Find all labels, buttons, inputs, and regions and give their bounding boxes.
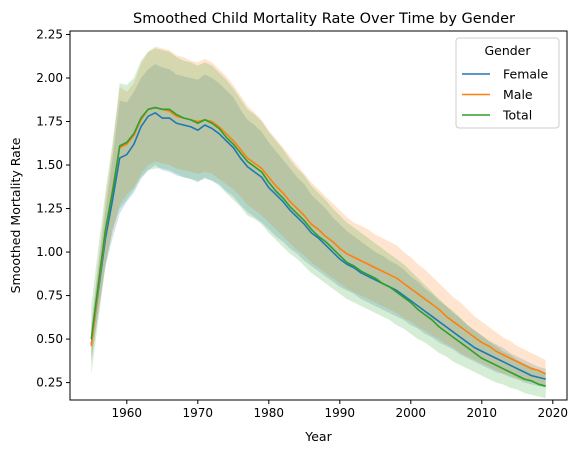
x-axis: 1960 1970 1980 1990 2000 2010 2020 [112, 400, 569, 420]
confidence-bands [91, 46, 546, 399]
line-male [90, 106, 547, 375]
y-tick-label: 0.50 [36, 332, 63, 346]
legend: Gender Female Male Total [455, 37, 560, 129]
band-female [91, 64, 546, 388]
legend-label-male: Male [503, 87, 533, 102]
y-tick-label: 1.00 [36, 245, 63, 259]
band-male [91, 46, 546, 387]
plot-area-frame [69, 30, 568, 401]
series-lines [90, 106, 547, 387]
x-tick-label: 1990 [325, 406, 356, 420]
y-axis-label: Smoothed Mortality Rate [8, 137, 23, 293]
y-axis: 0.25 0.50 0.75 1.00 1.25 1.50 1.75 2.00 2.25 [36, 27, 70, 390]
y-tick-label: 1.50 [36, 158, 63, 172]
x-tick-label: 2010 [467, 406, 498, 420]
y-tick-label: 1.75 [36, 115, 63, 129]
legend-box [455, 37, 560, 129]
x-tick-label: 2000 [396, 406, 427, 420]
y-tick-label: 0.75 [36, 289, 63, 303]
x-tick-label: 1980 [254, 406, 285, 420]
legend-title: Gender [484, 43, 531, 58]
legend-label-total: Total [502, 108, 532, 123]
x-tick-label: 1960 [112, 406, 143, 420]
line-total [90, 106, 546, 387]
y-tick-label: 2.00 [36, 71, 63, 85]
x-axis-label: Year [304, 429, 332, 444]
x-tick-label: 1970 [183, 406, 214, 420]
line-female [90, 112, 546, 380]
chart-title: Smoothed Child Mortality Rate Over Time … [133, 11, 515, 27]
y-tick-label: 1.25 [36, 202, 63, 216]
x-tick-label: 2020 [538, 406, 569, 420]
y-tick-label: 2.25 [36, 27, 63, 41]
legend-items: Female Male Total [462, 67, 549, 123]
y-tick-label: 0.25 [36, 376, 63, 390]
legend-label-female: Female [503, 67, 549, 82]
band-total [91, 48, 546, 399]
